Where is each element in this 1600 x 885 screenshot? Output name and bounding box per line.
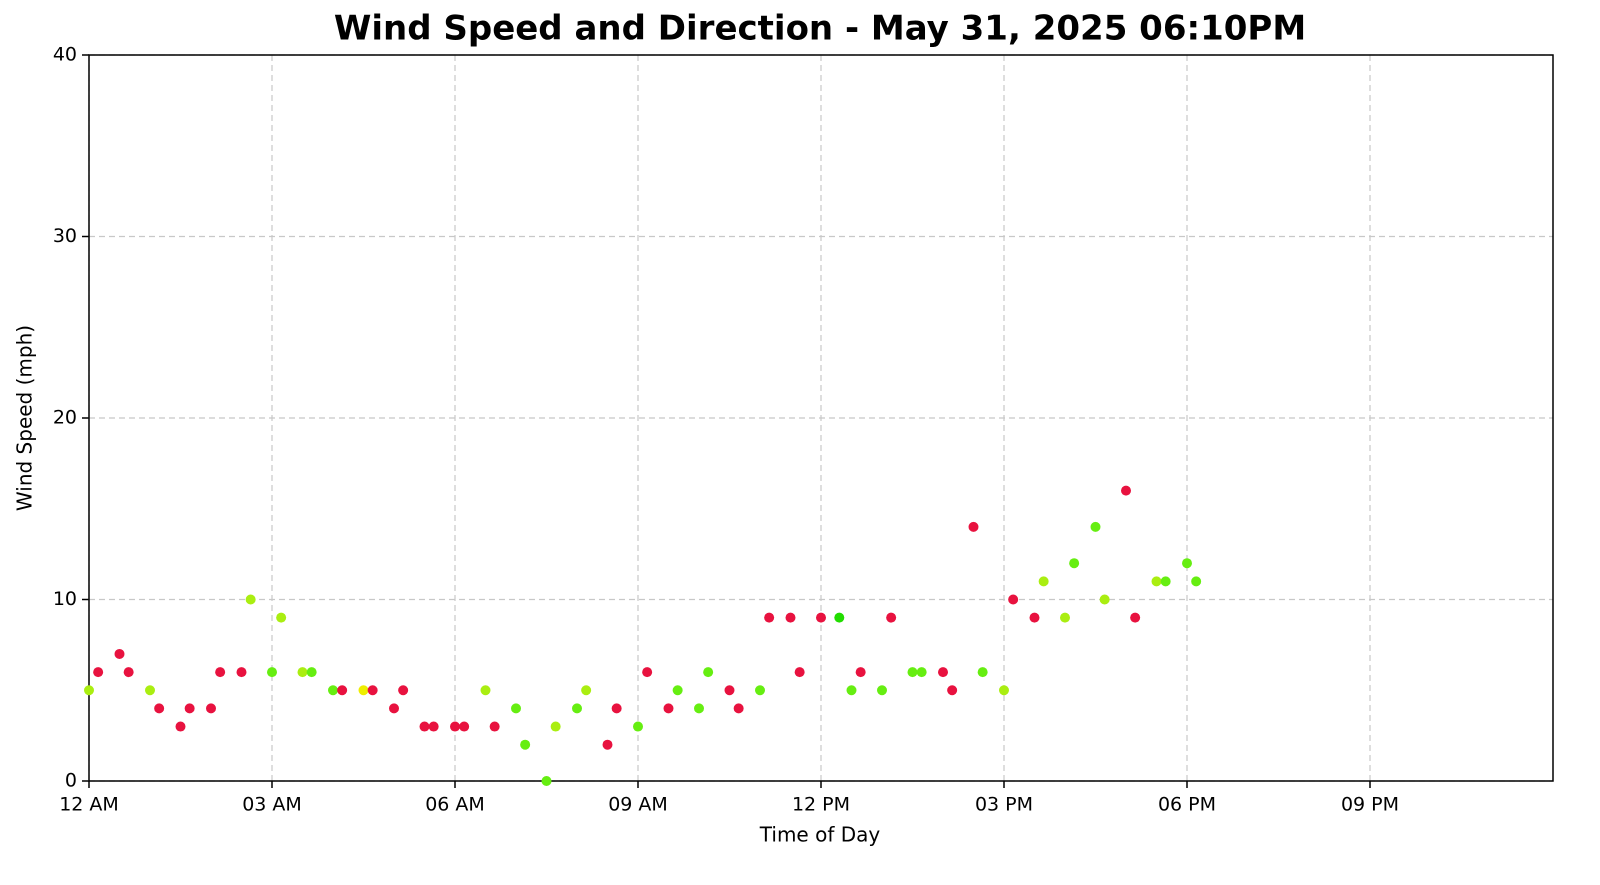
y-tick-label: 30 [53,225,77,247]
point [389,703,399,714]
point [358,685,369,696]
x-tick-label: 06 PM [1158,794,1216,816]
point [267,667,277,678]
point [733,703,744,714]
point [419,721,430,732]
point [123,667,134,678]
point [703,667,714,678]
point [276,612,287,623]
point [114,648,125,659]
point [367,685,378,696]
point [84,685,94,696]
point [794,667,805,678]
plot-frame [88,54,1554,782]
point [1090,521,1101,532]
point [398,685,409,696]
point [184,703,195,714]
x-tick-label: 09 AM [608,794,668,816]
point [1008,594,1019,605]
point [306,667,317,678]
point [1151,576,1162,587]
point [663,703,674,714]
point [154,703,165,714]
chart-title: Wind Speed and Direction - May 31, 2025 … [334,9,1306,49]
point [764,612,775,623]
point [236,667,247,678]
point [834,612,845,623]
point [1038,576,1049,587]
y-axis-label: Wind Speed (mph) [13,325,37,511]
y-tick-label: 40 [53,44,77,66]
y-tick-label: 10 [53,588,77,610]
x-tick-label: 12 PM [792,794,850,816]
point [694,703,704,714]
point [785,612,796,623]
point [947,685,958,696]
point [541,776,552,786]
point [672,685,683,696]
point [938,667,948,678]
point [520,739,531,750]
point [245,594,256,605]
point [999,685,1009,696]
x-tick-label: 03 AM [242,794,302,816]
x-tick-label: 06 AM [425,794,485,816]
point [1182,558,1192,569]
point [93,667,104,678]
x-axis-label: Time of Day [759,823,881,847]
point [977,667,988,678]
point [489,721,500,732]
point [428,721,439,732]
point [611,703,622,714]
point [550,721,561,732]
point [450,721,460,732]
point [755,685,765,696]
x-tick-label: 12 AM [59,794,119,816]
point [968,521,979,532]
point [206,703,216,714]
point [855,667,866,678]
point [581,685,592,696]
point [1191,576,1202,587]
x-tick-label: 09 PM [1341,794,1399,816]
point [572,703,582,714]
point [916,667,927,678]
point [1160,576,1171,587]
x-tick-label: 03 PM [975,794,1033,816]
point [328,685,338,696]
y-tick-label: 20 [53,407,77,429]
point [724,685,735,696]
point [1060,612,1070,623]
y-tick-label: 0 [65,770,77,792]
point [602,739,613,750]
point [459,721,470,732]
point [846,685,857,696]
point [337,685,348,696]
point [877,685,887,696]
point [480,685,491,696]
point [633,721,643,732]
point [1029,612,1040,623]
point [1130,612,1141,623]
point [297,667,308,678]
point [907,667,918,678]
point [145,685,155,696]
point [1099,594,1110,605]
point [215,667,226,678]
point [511,703,521,714]
point [175,721,186,732]
point [1121,485,1131,496]
point [886,612,897,623]
point [1069,558,1080,569]
point [642,667,653,678]
point [816,612,826,623]
